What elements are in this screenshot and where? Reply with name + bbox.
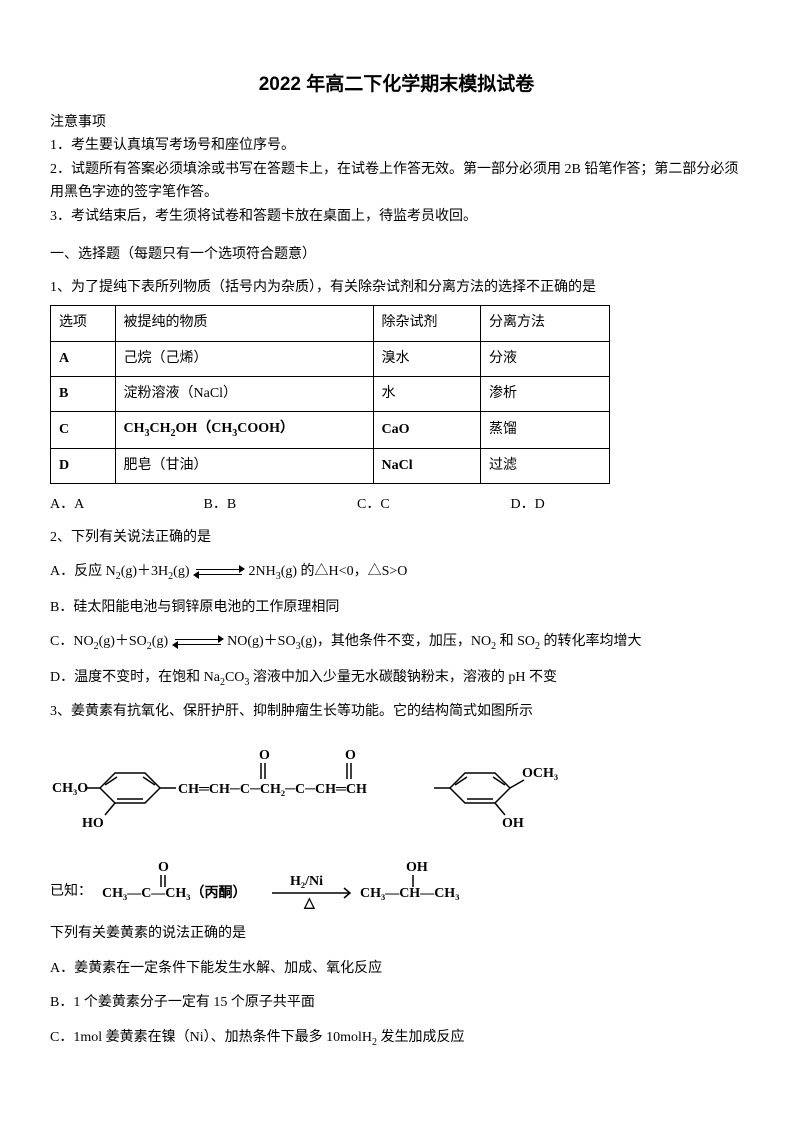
cell-chem: CH3CH2OH（CH3COOH） (115, 412, 373, 449)
choice-c: C．C (357, 494, 507, 516)
text: (g) 的△H<0，△S>O (281, 564, 408, 579)
text: C．1mol 姜黄素在镍（Ni）、加热条件下最多 10molH (50, 1030, 372, 1045)
label: OH (502, 816, 524, 831)
label: CH═CH─C─CH₂─C─CH═CH (178, 782, 367, 797)
text: D．温度不变时，在饱和 Na (50, 670, 220, 685)
cell: 分液 (481, 341, 610, 376)
q2-stem: 2、下列有关说法正确的是 (50, 527, 743, 549)
known-reaction-icon: 已知： CH₃—C—CH₃（丙酮） O H₂/Ni △ CH₃—CH—CH₃ O… (50, 853, 520, 913)
cell: NaCl (373, 449, 481, 484)
choice-a: A．A (50, 494, 200, 516)
q1-choices: A．A B．B C．C D．D (50, 494, 743, 516)
cell: C (51, 412, 116, 449)
table-row: 选项 被提纯的物质 除杂试剂 分离方法 (51, 306, 610, 341)
cell: 淀粉溶液（NaCl） (115, 376, 373, 411)
cell: 渗析 (481, 376, 610, 411)
page-title: 2022 年高二下化学期末模拟试卷 (50, 70, 743, 100)
label: O (259, 748, 270, 763)
text: (g)＋3H (121, 564, 168, 579)
q1-stem: 1、为了提纯下表所列物质（括号内为杂质），有关除杂试剂和分离方法的选择不正确的是 (50, 277, 743, 299)
cell: D (51, 449, 116, 484)
q2-d: D．温度不变时，在饱和 Na2CO3 溶液中加入少量无水碳酸钠粉末，溶液的 pH… (50, 667, 743, 691)
th-substance: 被提纯的物质 (115, 306, 373, 341)
label: O (158, 860, 169, 875)
text: C．NO (50, 634, 94, 649)
label: CH₃—C—CH₃（丙酮） (102, 885, 247, 901)
text: 的转化率均增大 (540, 634, 642, 649)
q3-post: 下列有关姜黄素的说法正确的是 (50, 923, 743, 945)
equilibrium-arrow-icon (193, 567, 245, 577)
cell: 水 (373, 376, 481, 411)
label: CH₃O (52, 781, 88, 796)
table-row: A 己烷（己烯） 溴水 分液 (51, 341, 610, 376)
text: (g)，其他条件不变，加压，NO (301, 634, 492, 649)
label: OCH₃ (522, 766, 558, 781)
label: CH₃—CH—CH₃ (360, 886, 459, 901)
label: HO (82, 816, 104, 831)
cell: 肥皂（甘油） (115, 449, 373, 484)
instruction-1: 1．考生要认真填写考场号和座位序号。 (50, 135, 743, 157)
section-1-header: 一、选择题（每题只有一个选项符合题意） (50, 244, 743, 266)
q3-b: B．1 个姜黄素分子一定有 15 个原子共平面 (50, 992, 743, 1014)
text: A．反应 N (50, 564, 116, 579)
table-row: C CH3CH2OH（CH3COOH） CaO 蒸馏 (51, 412, 610, 449)
cell: CaO (373, 412, 481, 449)
cell: B (51, 376, 116, 411)
choice-b: B．B (204, 494, 354, 516)
q3-a: A．姜黄素在一定条件下能发生水解、加成、氧化反应 (50, 958, 743, 980)
text: 2NH (245, 564, 276, 579)
label: H₂/Ni (290, 874, 323, 889)
text: 和 SO (496, 634, 535, 649)
label: OH (406, 860, 428, 875)
instruction-3: 3．考试结束后，考生须将试卷和答题卡放在桌面上，待监考员收回。 (50, 206, 743, 228)
th-reagent: 除杂试剂 (373, 306, 481, 341)
cell: 过滤 (481, 449, 610, 484)
curcumin-structure-icon: CH₃O HO OCH₃ OH CH═CH─C─CH₂─C─CH═CH O O (50, 733, 570, 843)
text: CO (225, 670, 244, 685)
label: O (345, 748, 356, 763)
known-label: 已知： (50, 882, 92, 899)
q2-b: B．硅太阳能电池与铜锌原电池的工作原理相同 (50, 597, 743, 619)
text: (g) (152, 634, 172, 649)
text: 发生加成反应 (377, 1030, 465, 1045)
choice-d: D．D (511, 494, 661, 516)
q3-c: C．1mol 姜黄素在镍（Ni）、加热条件下最多 10molH2 发生加成反应 (50, 1027, 743, 1051)
text: (g) (173, 564, 193, 579)
th-method: 分离方法 (481, 306, 610, 341)
instruction-2: 2．试题所有答案必须填涂或书写在答题卡上，在试卷上作答无效。第一部分必须用 2B… (50, 159, 743, 204)
equilibrium-arrow-icon (172, 637, 224, 647)
q1-table: 选项 被提纯的物质 除杂试剂 分离方法 A 己烷（己烯） 溴水 分液 B 淀粉溶… (50, 305, 610, 484)
table-row: B 淀粉溶液（NaCl） 水 渗析 (51, 376, 610, 411)
label: △ (303, 896, 316, 911)
q3-stem: 3、姜黄素有抗氧化、保肝护肝、抑制肿瘤生长等功能。它的结构简式如图所示 (50, 701, 743, 723)
cell: 蒸馏 (481, 412, 610, 449)
q2-c: C．NO2(g)＋SO2(g) NO(g)＋SO3(g)，其他条件不变，加压，N… (50, 631, 743, 655)
cell: 己烷（己烯） (115, 341, 373, 376)
notice-label: 注意事项 (50, 112, 743, 134)
text: (g)＋SO (99, 634, 147, 649)
cell: 溴水 (373, 341, 481, 376)
q2-a: A．反应 N2(g)＋3H2(g) 2NH3(g) 的△H<0，△S>O (50, 561, 743, 585)
cell: A (51, 341, 116, 376)
table-row: D 肥皂（甘油） NaCl 过滤 (51, 449, 610, 484)
text: NO(g)＋SO (224, 634, 296, 649)
th-option: 选项 (51, 306, 116, 341)
text: 溶液中加入少量无水碳酸钠粉末，溶液的 pH 不变 (249, 670, 557, 685)
